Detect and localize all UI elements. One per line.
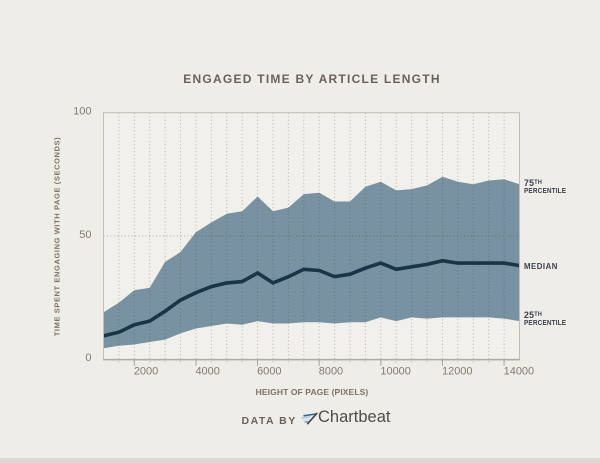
x-tick-label: 4000 (195, 366, 219, 378)
series-label-25th-ordinal: TH (533, 311, 542, 318)
series-label-75th-word: PERCENTILE (523, 188, 566, 195)
x-tick-label: 2000 (134, 366, 158, 378)
bottom-edge-shade (0, 458, 600, 463)
logo-diagonal-dark (306, 412, 318, 425)
x-tick-label: 12000 (442, 366, 473, 378)
y-tick-label: 100 (73, 106, 91, 118)
x-tick-label: 8000 (319, 366, 343, 378)
y-tick-label: 0 (85, 352, 91, 364)
series-label-25th-number: 25 (523, 309, 534, 321)
series-label-25th-word: PERCENTILE (523, 320, 566, 327)
median-line (103, 258, 520, 338)
y-tick-label: 50 (79, 229, 91, 241)
x-tick-label: 10000 (380, 366, 411, 378)
chart-title: ENGAGED TIME BY ARTICLE LENGTH (183, 72, 441, 86)
chartbeat-wordmark: Chartbeat (318, 408, 391, 426)
percentile-band-area (103, 176, 520, 349)
series-label-75th-percentile: 75TH PERCENTILE (523, 177, 566, 196)
footer-attribution: DATA BY Chartbeat (0, 406, 600, 436)
logo-stripe-light1 (301, 416, 311, 419)
data-by-label: DATA BY (241, 415, 297, 427)
series-label-75th-ordinal: TH (533, 179, 542, 186)
x-tick-label: 14000 (504, 366, 535, 378)
series-label-median: MEDIAN (523, 261, 558, 271)
chartbeat-logo-icon (301, 412, 318, 425)
logo-bar-dark (303, 413, 316, 417)
logo-stripe-light2 (302, 418, 310, 421)
x-axis-title: HEIGHT OF PAGE (PIXELS) (255, 387, 369, 397)
x-tick-label: 6000 (257, 366, 281, 378)
logo-stripe-teal (304, 421, 309, 423)
series-label-75th-number: 75 (523, 177, 534, 189)
series-label-25th-percentile: 25TH PERCENTILE (523, 309, 566, 328)
